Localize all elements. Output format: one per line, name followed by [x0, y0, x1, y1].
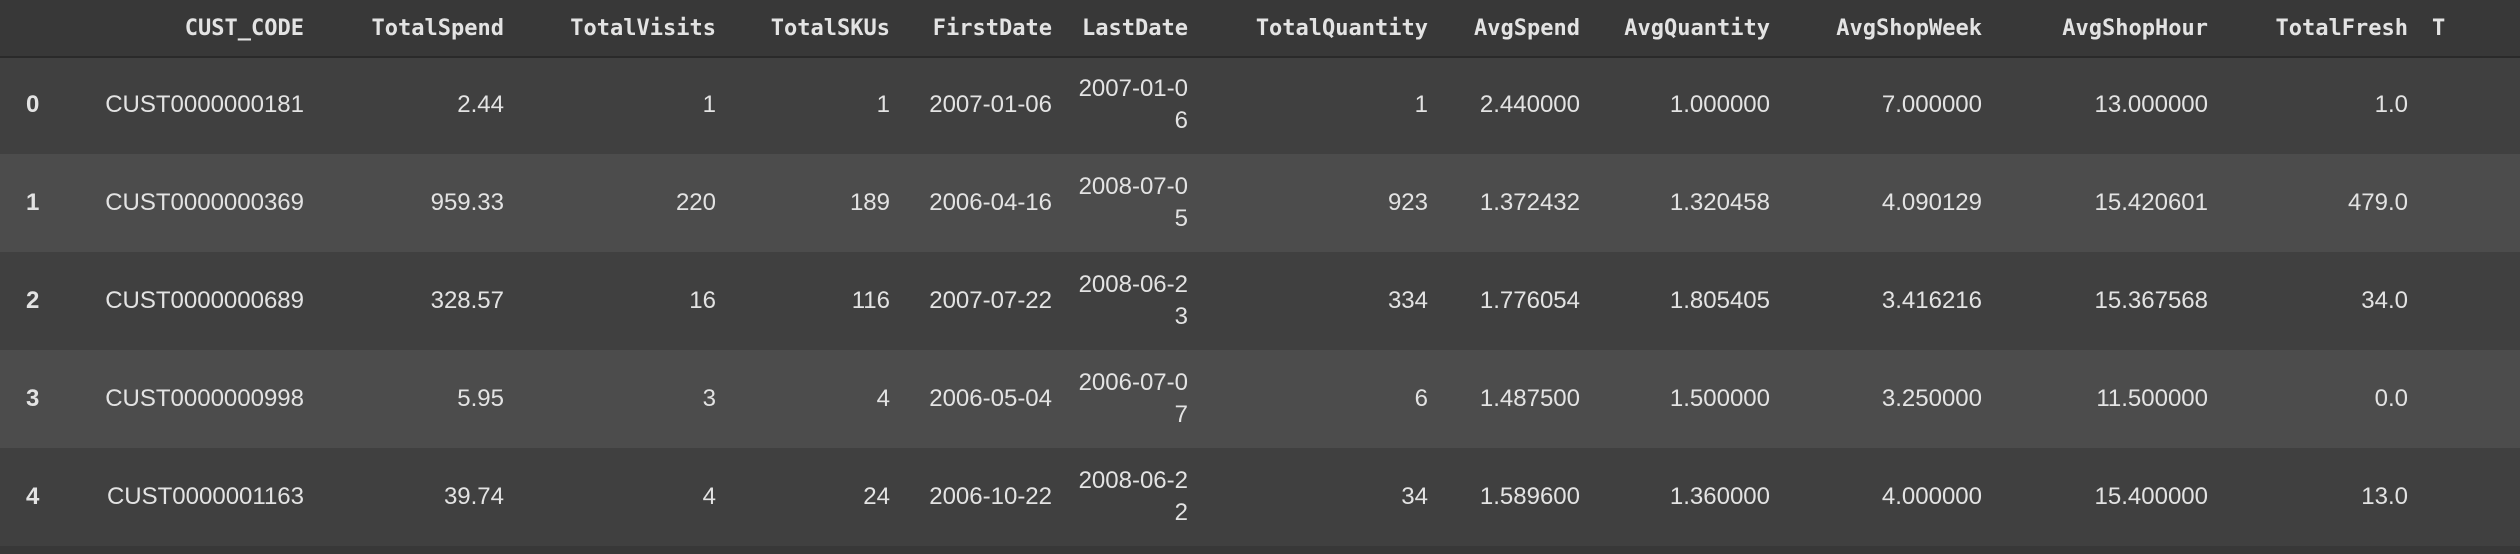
- cell-total-quantity: 6: [1200, 350, 1440, 448]
- cell-truncated: [2420, 252, 2520, 350]
- cell-first-date: 2006-05-04: [902, 350, 1064, 448]
- column-header-last-date: LastDate: [1064, 0, 1200, 56]
- header-divider: [0, 56, 2520, 58]
- column-header-total-visits: TotalVisits: [516, 0, 728, 56]
- cell-avg-quantity: 1.805405: [1592, 252, 1782, 350]
- cell-last-date: 2008-06-23: [1064, 252, 1200, 350]
- cell-total-fresh: 1.0: [2220, 56, 2420, 154]
- column-header-total-skus: TotalSKUs: [728, 0, 902, 56]
- cell-avg-quantity: 1.500000: [1592, 350, 1782, 448]
- cell-total-skus: 1: [728, 56, 902, 154]
- cell-avg-spend: 2.440000: [1440, 56, 1592, 154]
- table-row: 2 CUST0000000689 328.57 16 116 2007-07-2…: [0, 252, 2520, 350]
- row-index: 0: [0, 56, 62, 154]
- cell-avg-shop-week: 7.000000: [1782, 56, 1994, 154]
- table-row: 3 CUST0000000998 5.95 3 4 2006-05-04 200…: [0, 350, 2520, 448]
- cell-truncated: [2420, 350, 2520, 448]
- cell-cust-code: CUST0000000689: [62, 252, 316, 350]
- cell-avg-quantity: 1.360000: [1592, 448, 1782, 546]
- column-header-cust-code: CUST_CODE: [62, 0, 316, 56]
- cell-first-date: 2007-07-22: [902, 252, 1064, 350]
- cell-total-quantity: 1: [1200, 56, 1440, 154]
- cell-total-quantity: 34: [1200, 448, 1440, 546]
- cell-total-visits: 16: [516, 252, 728, 350]
- cell-total-fresh: 0.0: [2220, 350, 2420, 448]
- row-index: 1: [0, 154, 62, 252]
- cell-last-date: 2006-07-07: [1064, 350, 1200, 448]
- cell-avg-shop-week: 4.000000: [1782, 448, 1994, 546]
- cell-total-fresh: 34.0: [2220, 252, 2420, 350]
- cell-first-date: 2006-04-16: [902, 154, 1064, 252]
- table-row: 4 CUST0000001163 39.74 4 24 2006-10-22 2…: [0, 448, 2520, 546]
- cell-avg-quantity: 1.000000: [1592, 56, 1782, 154]
- cell-first-date: 2006-10-22: [902, 448, 1064, 546]
- cell-avg-shop-week: 3.416216: [1782, 252, 1994, 350]
- cell-avg-spend: 1.589600: [1440, 448, 1592, 546]
- cell-cust-code: CUST0000000998: [62, 350, 316, 448]
- cell-total-visits: 4: [516, 448, 728, 546]
- cell-truncated: [2420, 56, 2520, 154]
- column-header-avg-spend: AvgSpend: [1440, 0, 1592, 56]
- cell-total-skus: 24: [728, 448, 902, 546]
- cell-first-date: 2007-01-06: [902, 56, 1064, 154]
- cell-total-fresh: 479.0: [2220, 154, 2420, 252]
- column-header-total-spend: TotalSpend: [316, 0, 516, 56]
- cell-total-spend: 959.33: [316, 154, 516, 252]
- cell-cust-code: CUST0000001163: [62, 448, 316, 546]
- column-header-total-quantity: TotalQuantity: [1200, 0, 1440, 56]
- column-header-avg-shop-week: AvgShopWeek: [1782, 0, 1994, 56]
- column-header-total-fresh: TotalFresh: [2220, 0, 2420, 56]
- cell-total-skus: 189: [728, 154, 902, 252]
- cell-avg-shop-hour: 11.500000: [1994, 350, 2220, 448]
- cell-cust-code: CUST0000000181: [62, 56, 316, 154]
- cell-last-date: 2008-07-05: [1064, 154, 1200, 252]
- cell-avg-shop-week: 3.250000: [1782, 350, 1994, 448]
- column-header-truncated: T: [2420, 0, 2520, 56]
- cell-total-spend: 39.74: [316, 448, 516, 546]
- cell-total-skus: 116: [728, 252, 902, 350]
- cell-total-fresh: 13.0: [2220, 448, 2420, 546]
- column-header-first-date: FirstDate: [902, 0, 1064, 56]
- cell-avg-shop-hour: 15.367568: [1994, 252, 2220, 350]
- cell-total-spend: 328.57: [316, 252, 516, 350]
- column-header-avg-shop-hour: AvgShopHour: [1994, 0, 2220, 56]
- cell-total-skus: 4: [728, 350, 902, 448]
- cell-cust-code: CUST0000000369: [62, 154, 316, 252]
- cell-last-date: 2007-01-06: [1064, 56, 1200, 154]
- cell-total-visits: 220: [516, 154, 728, 252]
- cell-avg-shop-hour: 15.400000: [1994, 448, 2220, 546]
- row-index: 3: [0, 350, 62, 448]
- cell-total-visits: 1: [516, 56, 728, 154]
- cell-total-quantity: 334: [1200, 252, 1440, 350]
- row-index: 4: [0, 448, 62, 546]
- table-row: 1 CUST0000000369 959.33 220 189 2006-04-…: [0, 154, 2520, 252]
- cell-avg-shop-week: 4.090129: [1782, 154, 1994, 252]
- cell-avg-spend: 1.372432: [1440, 154, 1592, 252]
- cell-avg-quantity: 1.320458: [1592, 154, 1782, 252]
- column-header-avg-quantity: AvgQuantity: [1592, 0, 1782, 56]
- cell-total-spend: 2.44: [316, 56, 516, 154]
- table-row: 0 CUST0000000181 2.44 1 1 2007-01-06 200…: [0, 56, 2520, 154]
- row-index: 2: [0, 252, 62, 350]
- cell-avg-spend: 1.776054: [1440, 252, 1592, 350]
- cell-avg-shop-hour: 13.000000: [1994, 56, 2220, 154]
- cell-avg-spend: 1.487500: [1440, 350, 1592, 448]
- cell-last-date: 2008-06-22: [1064, 448, 1200, 546]
- cell-total-spend: 5.95: [316, 350, 516, 448]
- cell-avg-shop-hour: 15.420601: [1994, 154, 2220, 252]
- column-header-index: [0, 0, 62, 56]
- cell-total-visits: 3: [516, 350, 728, 448]
- cell-total-quantity: 923: [1200, 154, 1440, 252]
- cell-truncated: [2420, 448, 2520, 546]
- header-row: CUST_CODE TotalSpend TotalVisits TotalSK…: [0, 0, 2520, 56]
- cell-truncated: [2420, 154, 2520, 252]
